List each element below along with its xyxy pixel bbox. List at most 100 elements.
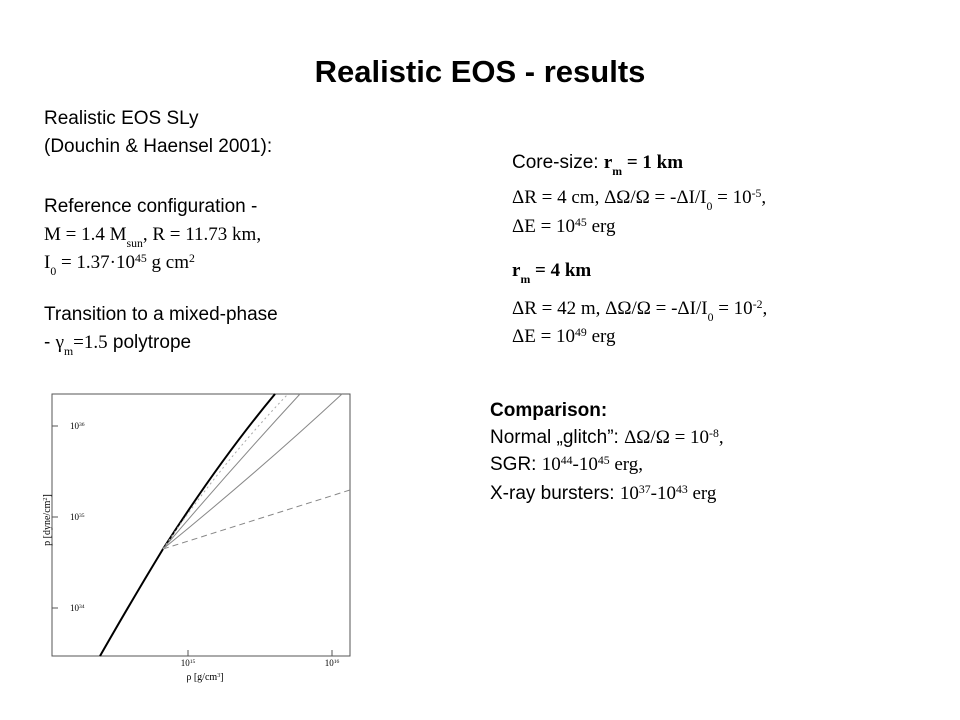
text-line: 1035 (70, 512, 85, 522)
superscript: 43 (676, 483, 688, 496)
text-run: =1.5 (73, 332, 107, 353)
superscript: 15 (190, 659, 196, 665)
text-line: ρ [g/cm3] (186, 672, 223, 684)
text-run: Core-size: (512, 152, 604, 173)
superscript: 45 (135, 252, 147, 265)
text-line: Transition to a mixed-phase (44, 304, 278, 325)
text-run: , (761, 187, 766, 208)
text-run: 10 (181, 658, 191, 668)
slide-title: Realistic EOS - results (315, 54, 646, 89)
superscript: 45 (575, 216, 587, 229)
text-run: Normal „glitch”: (490, 427, 624, 448)
text-run: Transition to a mixed-phase (44, 304, 278, 325)
text-line: I0 = 1.37·1045 g cm2 (44, 252, 195, 278)
text-line: rm = 4 km (512, 260, 591, 286)
subscript: m (612, 165, 622, 178)
text-line: Reference configuration - (44, 196, 257, 217)
text-run: ] (42, 494, 53, 497)
text-run: erg (688, 483, 717, 504)
text-run: ] (220, 672, 223, 683)
subscript: sun (127, 237, 143, 250)
text-run: ΔΩ/Ω = 10 (624, 427, 709, 448)
figure-frame (40, 383, 358, 685)
text-run: r (512, 260, 521, 281)
text-run: -10 (573, 454, 598, 475)
plot-frame (51, 393, 351, 657)
text-run: M = 1.4 M (44, 224, 127, 245)
text-run: = 1.37·10 (56, 252, 135, 273)
superscript: 37 (639, 483, 651, 496)
text-run: erg, (610, 454, 643, 475)
text-run: = 1 km (622, 152, 683, 173)
polytrope-curve (162, 393, 301, 550)
text-line: Normal „glitch”: ΔΩ/Ω = 10-8, (490, 427, 724, 449)
superscript: -8 (709, 427, 719, 440)
superscript: -5 (752, 187, 762, 200)
superscript: 16 (334, 659, 340, 665)
superscript: 2 (42, 497, 49, 500)
polytrope-curve (162, 393, 289, 550)
text-line: ΔR = 4 cm, ΔΩ/Ω = -ΔI/I0 = 10-5, (512, 187, 766, 213)
text-line: 1016 (325, 658, 340, 668)
superscript: 45 (598, 454, 610, 467)
text-run: I (44, 252, 50, 273)
text-run: ΔE = 10 (512, 326, 575, 347)
text-run: r (604, 152, 613, 173)
text-line: SGR: 1044-1045 erg, (490, 454, 643, 476)
subscript: m (64, 345, 73, 358)
text-run: , (763, 298, 768, 319)
text-run: Reference configuration - (44, 196, 257, 217)
figure (40, 383, 358, 685)
text-line: p [dyne/cm2] (42, 494, 54, 546)
text-run: polytrope (108, 332, 191, 353)
text-run: (Douchin & Haensel 2001): (44, 136, 272, 157)
text-run: = 10 (713, 298, 752, 319)
text-run: 10 (325, 658, 335, 668)
text-run: g cm (147, 252, 189, 273)
superscript: 35 (79, 513, 85, 519)
text-line: Comparison: (490, 400, 607, 421)
subscript: m (520, 273, 530, 286)
polytrope-curve (162, 489, 351, 550)
subscript: 0 (707, 200, 713, 213)
text-run: 10 (70, 603, 80, 613)
text-line: 1036 (70, 421, 85, 431)
text-line: ΔE = 1045 erg (512, 216, 616, 238)
subscript: 0 (50, 265, 56, 278)
text-run: p [dyne/cm (42, 500, 53, 545)
text-line: M = 1.4 Msun, R = 11.73 km, (44, 224, 261, 250)
text-run: 10 (542, 454, 561, 475)
superscript: 3 (217, 672, 220, 679)
superscript: 36 (79, 422, 85, 428)
text-run: ΔR = 4 cm, ΔΩ/Ω = -ΔI/I (512, 187, 707, 208)
text-run: Realistic EOS SLy (44, 108, 199, 129)
text-line: 1034 (70, 603, 85, 613)
text-run: erg (587, 326, 616, 347)
text-line: (Douchin & Haensel 2001): (44, 136, 272, 157)
text-line: X-ray bursters: 1037-1043 erg (490, 483, 717, 505)
text-run: γ (55, 332, 64, 353)
text-line: ΔR = 42 m, ΔΩ/Ω = -ΔI/I0 = 10-2, (512, 298, 767, 324)
text-run: - (44, 332, 56, 353)
text-line: Core-size: rm = 1 km (512, 152, 683, 178)
text-run: 10 (620, 483, 639, 504)
text-run: = 4 km (530, 260, 591, 281)
text-run: SGR: (490, 454, 542, 475)
text-run: erg (587, 216, 616, 237)
superscript: 49 (575, 326, 587, 339)
text-run: , R = 11.73 km, (143, 224, 261, 245)
text-run: Comparison: (490, 400, 607, 421)
text-run: 10 (70, 421, 80, 431)
superscript: 2 (189, 252, 195, 265)
text-line: Realistic EOS SLy (44, 108, 199, 129)
text-run: 10 (70, 512, 80, 522)
text-run: X-ray bursters: (490, 483, 620, 504)
subscript: 0 (708, 311, 714, 324)
text-run: ΔE = 10 (512, 216, 575, 237)
superscript: -2 (753, 298, 763, 311)
text-line: 1015 (181, 658, 196, 668)
text-line: - γm=1.5 polytrope (44, 332, 191, 358)
text-line: ΔE = 1049 erg (512, 326, 616, 348)
text-run: , (719, 427, 724, 448)
